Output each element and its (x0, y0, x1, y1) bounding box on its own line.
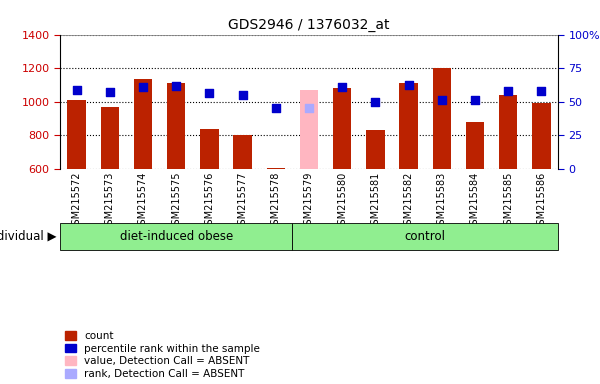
Point (503, 88, 513, 94)
Point (337, 84, 347, 90)
Point (205, 90, 214, 96)
Bar (134, 79, 152, 169)
Bar (233, 136, 252, 169)
Text: GSM215574: GSM215574 (138, 172, 148, 231)
Point (238, 92, 247, 98)
Bar (292, 223, 558, 250)
Point (271, 106, 281, 112)
Bar (67, 100, 86, 169)
Point (470, 97, 480, 103)
Bar (499, 95, 517, 169)
Text: GSM215572: GSM215572 (71, 172, 82, 231)
Text: GSM215585: GSM215585 (503, 172, 513, 231)
Text: control: control (405, 230, 446, 243)
Text: GSM215578: GSM215578 (271, 172, 281, 231)
Text: GSM215583: GSM215583 (437, 172, 447, 231)
Bar (200, 129, 218, 169)
Bar (60, 223, 292, 250)
Bar (101, 107, 119, 169)
Bar (333, 88, 352, 169)
Text: GSM215580: GSM215580 (337, 172, 347, 231)
Text: GSM215573: GSM215573 (105, 172, 115, 231)
Bar (366, 130, 385, 169)
Bar (466, 122, 484, 169)
Text: GSM215576: GSM215576 (205, 172, 214, 231)
Text: GSM215586: GSM215586 (536, 172, 547, 231)
Text: GSM215582: GSM215582 (404, 172, 413, 231)
Text: GSM215577: GSM215577 (238, 172, 248, 231)
Title: GDS2946 / 1376032_at: GDS2946 / 1376032_at (228, 18, 390, 32)
Text: GSM215581: GSM215581 (370, 172, 380, 231)
Text: individual ▶: individual ▶ (0, 230, 56, 243)
Point (172, 83, 181, 89)
Point (371, 99, 380, 105)
Bar (433, 68, 451, 169)
Point (437, 97, 446, 103)
Point (536, 88, 546, 94)
Point (105, 89, 115, 95)
Text: diet-induced obese: diet-induced obese (119, 230, 233, 243)
Text: GSM215579: GSM215579 (304, 172, 314, 231)
Bar (266, 168, 285, 169)
Text: GSM215575: GSM215575 (171, 172, 181, 231)
Bar (300, 90, 318, 169)
Legend: count, percentile rank within the sample, value, Detection Call = ABSENT, rank, : count, percentile rank within the sample… (65, 331, 260, 379)
Bar (532, 103, 551, 169)
Bar (400, 83, 418, 169)
Point (404, 82, 413, 88)
Point (138, 84, 148, 90)
Point (304, 106, 314, 112)
Point (72, 87, 82, 93)
Bar (167, 83, 185, 169)
Text: GSM215584: GSM215584 (470, 172, 480, 231)
